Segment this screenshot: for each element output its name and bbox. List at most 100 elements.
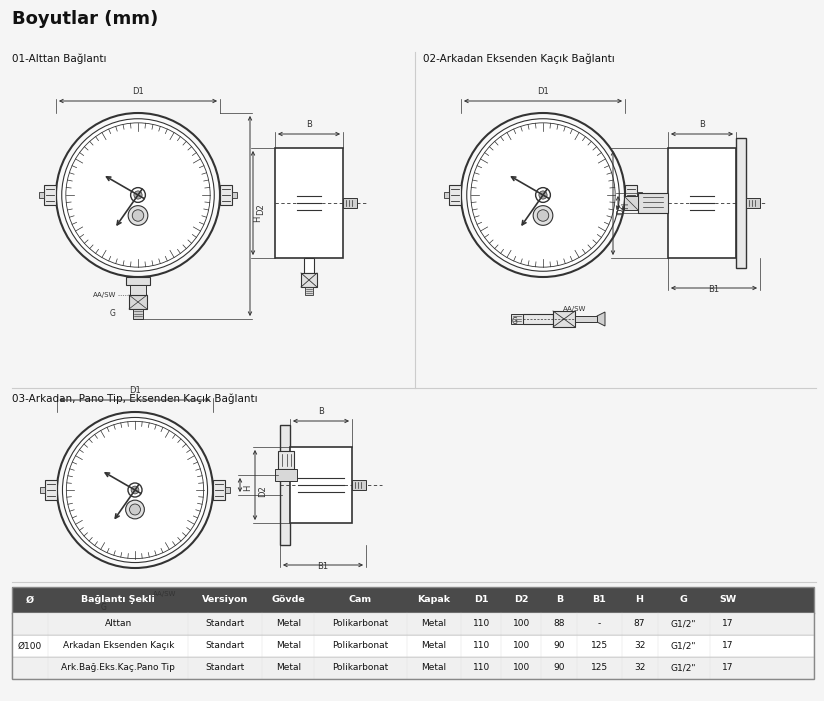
Bar: [624, 196, 638, 210]
Bar: [45, 480, 57, 500]
Bar: [511, 314, 523, 324]
Text: Polikarbonat: Polikarbonat: [332, 664, 389, 672]
Bar: [575, 316, 597, 322]
Bar: [44, 185, 56, 205]
Bar: [275, 469, 297, 481]
Circle shape: [537, 210, 549, 222]
Circle shape: [128, 483, 142, 497]
Bar: [12, 587, 814, 679]
Circle shape: [129, 205, 147, 225]
Circle shape: [471, 123, 616, 267]
Bar: [444, 192, 449, 198]
Text: D1: D1: [132, 87, 144, 96]
Text: 17: 17: [722, 620, 733, 629]
Bar: [213, 480, 225, 500]
Bar: [12, 613, 814, 635]
Bar: [638, 193, 668, 213]
Text: B1: B1: [709, 285, 719, 294]
Text: 100: 100: [513, 664, 530, 672]
Bar: [736, 138, 746, 268]
Circle shape: [133, 191, 142, 199]
Text: H: H: [254, 216, 263, 222]
Text: Metal: Metal: [276, 641, 301, 651]
Bar: [352, 480, 366, 490]
Text: Bağlantı Şekli: Bağlantı Şekli: [82, 596, 155, 604]
Text: 90: 90: [554, 641, 565, 651]
Text: 01-Alttan Bağlantı: 01-Alttan Bağlantı: [12, 54, 106, 64]
Bar: [290, 447, 352, 523]
Bar: [668, 148, 736, 258]
Circle shape: [533, 205, 553, 225]
Text: G1/2": G1/2": [671, 664, 696, 672]
Text: G1/2": G1/2": [671, 620, 696, 629]
Text: B: B: [699, 120, 705, 129]
Text: B: B: [306, 120, 312, 129]
Bar: [133, 309, 143, 319]
Text: B1: B1: [317, 562, 329, 571]
Text: B1: B1: [592, 596, 606, 604]
Text: 125: 125: [591, 641, 608, 651]
Text: Ø: Ø: [26, 596, 34, 604]
Text: 100: 100: [513, 641, 530, 651]
Text: D2: D2: [514, 596, 528, 604]
Circle shape: [125, 500, 144, 519]
Bar: [275, 148, 343, 258]
Bar: [165, 603, 187, 609]
Text: Standart: Standart: [206, 641, 245, 651]
Text: 88: 88: [554, 620, 565, 629]
Text: H: H: [621, 203, 630, 210]
Bar: [129, 295, 147, 309]
Text: Kapak: Kapak: [417, 596, 451, 604]
Text: 02-Arkadan Eksenden Kaçık Bağlantı: 02-Arkadan Eksenden Kaçık Bağlantı: [423, 54, 615, 64]
Bar: [232, 192, 237, 198]
Bar: [343, 198, 357, 208]
Text: SW: SW: [719, 596, 737, 604]
Text: 110: 110: [472, 641, 489, 651]
Text: Metal: Metal: [421, 641, 447, 651]
Text: D1: D1: [129, 386, 141, 395]
Bar: [746, 198, 760, 208]
Text: B: B: [318, 407, 324, 416]
Text: D2: D2: [259, 485, 268, 497]
Circle shape: [63, 418, 208, 562]
Text: H: H: [635, 596, 644, 604]
Circle shape: [66, 123, 210, 267]
Circle shape: [131, 486, 139, 494]
Bar: [278, 451, 294, 469]
Bar: [523, 314, 553, 324]
Text: Polikarbonat: Polikarbonat: [332, 620, 389, 629]
Circle shape: [62, 118, 214, 271]
Text: Standart: Standart: [206, 620, 245, 629]
Text: 17: 17: [722, 664, 733, 672]
Text: Polikarbonat: Polikarbonat: [332, 641, 389, 651]
Text: AA/SW: AA/SW: [92, 292, 116, 298]
Text: G: G: [110, 310, 116, 318]
Text: G1/2": G1/2": [671, 641, 696, 651]
Bar: [301, 273, 317, 287]
Text: Cam: Cam: [349, 596, 372, 604]
Text: 87: 87: [634, 620, 645, 629]
Text: Alttan: Alttan: [105, 620, 132, 629]
Circle shape: [129, 504, 140, 515]
Text: Standart: Standart: [206, 664, 245, 672]
Circle shape: [56, 113, 220, 277]
Text: Metal: Metal: [421, 620, 447, 629]
Bar: [449, 185, 461, 205]
Text: AA/SW: AA/SW: [153, 591, 176, 597]
Text: B: B: [556, 596, 563, 604]
Text: 32: 32: [634, 664, 645, 672]
Bar: [625, 185, 637, 205]
Bar: [39, 192, 44, 198]
Text: 17: 17: [722, 641, 733, 651]
Bar: [12, 587, 814, 613]
Bar: [220, 185, 232, 205]
Text: Boyutlar (mm): Boyutlar (mm): [12, 10, 158, 28]
Text: Arkadan Eksenden Kaçık: Arkadan Eksenden Kaçık: [63, 641, 174, 651]
Bar: [225, 487, 230, 493]
Text: Metal: Metal: [276, 664, 301, 672]
Text: Metal: Metal: [276, 620, 301, 629]
Circle shape: [133, 210, 143, 222]
Text: Metal: Metal: [421, 664, 447, 672]
Text: 125: 125: [591, 664, 608, 672]
Text: Gövde: Gövde: [271, 596, 305, 604]
